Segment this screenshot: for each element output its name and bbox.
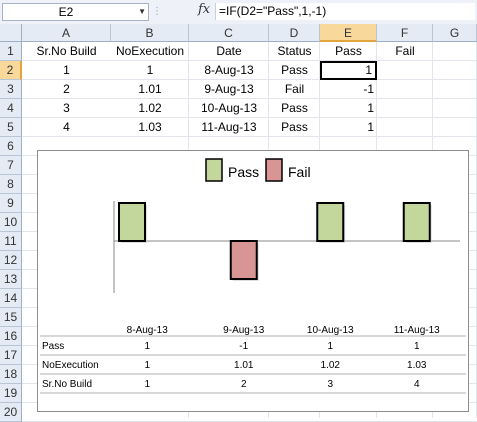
- row-header-6[interactable]: 6: [0, 137, 22, 156]
- row-header-18[interactable]: 18: [0, 365, 22, 384]
- category-label: 11-Aug-13: [394, 325, 440, 336]
- bar-10-Aug-13: [316, 202, 345, 242]
- table-cell[interactable]: 11-Aug-13: [201, 120, 257, 134]
- row-header-15[interactable]: 15: [0, 308, 22, 327]
- gridline-row: [22, 136, 477, 137]
- name-box[interactable]: E2 ▼: [2, 3, 149, 21]
- row-header-12[interactable]: 12: [0, 251, 22, 270]
- table-cell[interactable]: 9-Aug-13: [204, 82, 254, 96]
- column-header-c[interactable]: C: [189, 24, 269, 42]
- name-box-value: E2: [58, 5, 74, 19]
- row-header-20[interactable]: 20: [0, 403, 22, 422]
- header-cell[interactable]: Status: [277, 44, 312, 58]
- table-cell[interactable]: Pass: [281, 63, 308, 77]
- column-header-f[interactable]: F: [377, 24, 433, 42]
- bar-11-Aug-13: [402, 202, 431, 242]
- table-cell[interactable]: 1: [146, 63, 154, 77]
- row-header-8[interactable]: 8: [0, 175, 22, 194]
- header-cell[interactable]: Date: [216, 44, 242, 58]
- chevron-down-icon[interactable]: ▼: [138, 7, 146, 16]
- row-header-1[interactable]: 1: [0, 42, 22, 61]
- header-cell[interactable]: NoExecution: [115, 44, 185, 58]
- row-header-2[interactable]: 2: [0, 61, 22, 80]
- table-cell[interactable]: 4: [63, 120, 70, 134]
- data-table-value: 1.03: [407, 360, 427, 371]
- data-table-row-label: NoExecution: [42, 360, 99, 371]
- data-table-value: 1: [144, 360, 150, 371]
- data-table-value: -1: [239, 341, 248, 352]
- header-cell[interactable]: Fail: [395, 44, 415, 58]
- category-label: 9-Aug-13: [223, 325, 265, 336]
- formula-input[interactable]: =IF(D2="Pass",1,-1): [215, 3, 475, 20]
- table-cell[interactable]: 1.01: [138, 82, 162, 96]
- row-header-16[interactable]: 16: [0, 327, 22, 346]
- category-label: 10-Aug-13: [307, 325, 354, 336]
- active-cell[interactable]: 1: [320, 61, 377, 80]
- table-cell[interactable]: 1.02: [138, 101, 162, 115]
- header-cell[interactable]: Sr.No Build: [36, 44, 97, 58]
- data-table-value: 1: [144, 379, 150, 390]
- chart-area[interactable]: Pass Fail 8-Aug-13 9-Aug-13 10-Aug-13 11-Aug-…: [37, 150, 469, 412]
- header-cell[interactable]: Pass: [335, 44, 362, 58]
- table-cell[interactable]: 1: [367, 120, 374, 134]
- insert-function-icon[interactable]: fx: [198, 2, 211, 17]
- table-cell[interactable]: 1: [367, 101, 374, 115]
- data-table-value: 4: [414, 379, 420, 390]
- legend-label-pass: Pass: [228, 164, 259, 180]
- column-header-g[interactable]: G: [433, 24, 477, 42]
- formula-bar: E2 ▼ ⋮ fx =IF(D2="Pass",1,-1): [0, 0, 477, 25]
- row-header-19[interactable]: 19: [0, 384, 22, 403]
- data-table-row-label: Pass: [42, 341, 64, 352]
- column-header-e[interactable]: E: [320, 24, 377, 42]
- table-cell[interactable]: 2: [63, 82, 70, 96]
- data-table-row-label: Sr.No Build: [42, 379, 92, 390]
- table-cell[interactable]: 1.03: [138, 120, 162, 134]
- bar-chart: Pass Fail 8-Aug-13 9-Aug-13 10-Aug-13 11-Aug-…: [40, 158, 466, 394]
- data-table-value: 1.02: [321, 360, 341, 371]
- table-cell[interactable]: 1: [63, 63, 70, 77]
- table-cell[interactable]: 10-Aug-13: [200, 101, 258, 115]
- bar-9-Aug-13: [229, 240, 258, 280]
- data-table-value: 3: [327, 379, 333, 390]
- row-header-5[interactable]: 5: [0, 118, 22, 137]
- row-header-10[interactable]: 10: [0, 213, 22, 232]
- gridline-row: [22, 79, 477, 80]
- table-cell[interactable]: Fail: [284, 82, 305, 96]
- row-header-4[interactable]: 4: [0, 99, 22, 118]
- table-cell[interactable]: 8-Aug-13: [204, 63, 254, 77]
- table-cell[interactable]: 3: [63, 101, 70, 115]
- gridline-row: [22, 60, 477, 61]
- legend-swatch-fail: [265, 158, 283, 182]
- column-header-a[interactable]: A: [22, 24, 111, 42]
- select-all-corner[interactable]: [0, 24, 22, 42]
- data-table-value: 1: [414, 341, 420, 352]
- row-header-3[interactable]: 3: [0, 80, 22, 99]
- data-table-value: 1: [327, 341, 333, 352]
- row-header-9[interactable]: 9: [0, 194, 22, 213]
- gridline-row: [22, 98, 477, 99]
- formula-bar-separator-icon: ⋮: [152, 6, 162, 17]
- bar-8-Aug-13: [118, 202, 146, 242]
- gridline-row: [22, 117, 477, 118]
- table-cell[interactable]: Pass: [281, 120, 308, 134]
- table-cell[interactable]: -1: [363, 82, 374, 96]
- table-cell[interactable]: Pass: [281, 101, 308, 115]
- data-table-value: 1.01: [234, 360, 254, 371]
- row-header-13[interactable]: 13: [0, 270, 22, 289]
- data-table-value: 1: [144, 341, 150, 352]
- data-table-value: 2: [241, 379, 247, 390]
- column-header-d[interactable]: D: [269, 24, 320, 42]
- category-label: 8-Aug-13: [127, 325, 169, 336]
- column-header-b[interactable]: B: [111, 24, 189, 42]
- legend-label-fail: Fail: [288, 164, 311, 180]
- row-header-11[interactable]: 11: [0, 232, 22, 251]
- row-header-14[interactable]: 14: [0, 289, 22, 308]
- row-header-7[interactable]: 7: [0, 156, 22, 175]
- legend-swatch-pass: [205, 158, 223, 182]
- row-header-17[interactable]: 17: [0, 346, 22, 365]
